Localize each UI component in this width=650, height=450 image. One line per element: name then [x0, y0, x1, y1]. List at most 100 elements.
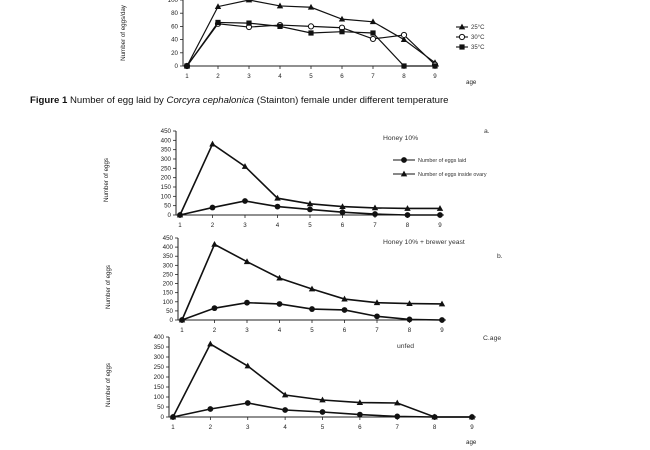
data-point-s1-3	[241, 163, 249, 169]
legend-marker	[401, 157, 407, 163]
data-point-s1-8	[431, 413, 438, 420]
data-point-s0-5	[309, 306, 315, 312]
data-point-s1-3	[243, 258, 251, 265]
data-point-s1-9	[438, 300, 446, 307]
x-tick-label: 1	[178, 222, 182, 229]
x-tick-label: 6	[341, 222, 345, 229]
y-axis-label: Number of eggs	[105, 265, 112, 309]
data-point-s0-8	[406, 316, 413, 323]
data-point-s1-4	[276, 274, 283, 281]
y-axis-label: Number of eggs	[103, 158, 110, 202]
x-axis-label: age	[466, 439, 477, 446]
x-tick-label: 8	[406, 222, 410, 229]
y-tick-label: 200	[163, 281, 174, 288]
y-axis-label: Number of eggs	[105, 363, 112, 407]
figure-caption: Figure 1 Number of egg laid by Corcyra c…	[30, 95, 630, 106]
data-point-s1-1	[176, 211, 184, 218]
x-tick-label: 4	[276, 222, 280, 229]
data-point-s0-2	[211, 305, 218, 312]
x-tick-label: 2	[216, 73, 220, 80]
x-tick-label: 8	[433, 424, 437, 431]
data-point-s1-3	[244, 362, 251, 369]
data-point-s0-5	[307, 3, 315, 10]
data-point-s2-5	[308, 30, 314, 36]
legend-label: Number of eggs inside ovary	[418, 172, 487, 178]
x-tick-label: 9	[438, 222, 442, 229]
caption-figure-label: Figure 1	[30, 95, 68, 106]
data-point-s0-7	[369, 18, 377, 25]
x-tick-label: 5	[310, 327, 314, 334]
data-point-s1-1	[169, 413, 177, 420]
y-tick-label: 60	[171, 23, 178, 30]
x-tick-label: 3	[247, 73, 251, 80]
data-point-s0-8	[404, 212, 411, 218]
data-point-s1-7	[369, 35, 377, 43]
data-point-s0-6	[341, 307, 348, 313]
y-tick-label: 250	[154, 364, 165, 371]
data-point-s2-3	[246, 20, 252, 26]
x-tick-label: 5	[309, 73, 313, 80]
x-tick-label: 9	[440, 327, 444, 334]
data-point-s1-8	[400, 31, 408, 39]
data-point-s1-9	[468, 413, 476, 420]
panel-label: C.age	[483, 335, 501, 342]
data-point-s1-1	[178, 316, 186, 323]
panel-annotation: unfed	[397, 343, 414, 350]
x-tick-label: 7	[375, 327, 379, 334]
x-tick-label: 9	[470, 424, 474, 431]
data-point-s2-1	[184, 63, 190, 69]
data-point-s1-2	[209, 140, 216, 147]
data-point-s0-3	[242, 198, 248, 204]
data-point-s0-5	[319, 409, 326, 415]
data-point-s1-5	[306, 200, 314, 207]
x-tick-label: 3	[245, 327, 249, 334]
x-tick-label: 7	[371, 73, 375, 80]
y-tick-label: 150	[161, 184, 172, 191]
y-tick-label: 150	[163, 290, 174, 297]
data-point-s2-2	[215, 19, 221, 26]
data-point-s1-2	[211, 240, 218, 247]
data-point-s1-6	[341, 295, 348, 302]
data-point-s2-4	[277, 23, 283, 29]
caption-text-before: Number of egg laid by	[67, 95, 167, 106]
x-tick-label: 7	[373, 222, 377, 229]
data-point-s0-5	[307, 206, 313, 213]
data-point-s0-8	[400, 36, 408, 42]
data-point-s0-3	[245, 0, 253, 3]
data-point-s1-5	[308, 285, 316, 292]
data-point-s1-7	[373, 299, 381, 306]
data-point-s0-6	[339, 209, 346, 216]
data-point-s0-9	[437, 212, 443, 218]
data-point-s0-7	[394, 413, 401, 420]
x-tick-label: 6	[340, 73, 344, 80]
data-point-s1-6	[339, 203, 346, 209]
caption-species: Corcyra cephalonica	[166, 95, 254, 106]
data-point-s1-5	[319, 396, 326, 403]
y-tick-label: 350	[163, 253, 174, 260]
data-point-s0-4	[274, 203, 281, 210]
data-point-s1-7	[394, 399, 401, 406]
y-tick-label: 0	[175, 63, 179, 70]
data-point-s1-4	[281, 391, 289, 398]
y-tick-label: 100	[163, 299, 174, 306]
y-tick-label: 400	[163, 244, 174, 251]
y-tick-label: 300	[163, 262, 174, 269]
x-tick-label: 1	[171, 424, 175, 431]
panel-label: a.	[484, 128, 490, 135]
y-tick-label: 400	[161, 137, 172, 144]
x-tick-label: 6	[343, 327, 347, 334]
data-point-s0-6	[356, 411, 363, 418]
data-point-s1-9	[436, 205, 444, 211]
data-point-s0-4	[276, 301, 283, 307]
data-point-s1-6	[356, 399, 364, 405]
y-tick-label: 150	[154, 384, 165, 391]
legend-marker	[458, 33, 466, 41]
series-line-1	[172, 342, 472, 418]
y-tick-label: 300	[154, 354, 165, 361]
x-tick-label: 4	[278, 73, 282, 80]
y-tick-label: 0	[170, 317, 174, 324]
data-point-s1-8	[404, 205, 411, 211]
y-tick-label: 80	[171, 10, 178, 17]
x-tick-label: 3	[246, 424, 250, 431]
